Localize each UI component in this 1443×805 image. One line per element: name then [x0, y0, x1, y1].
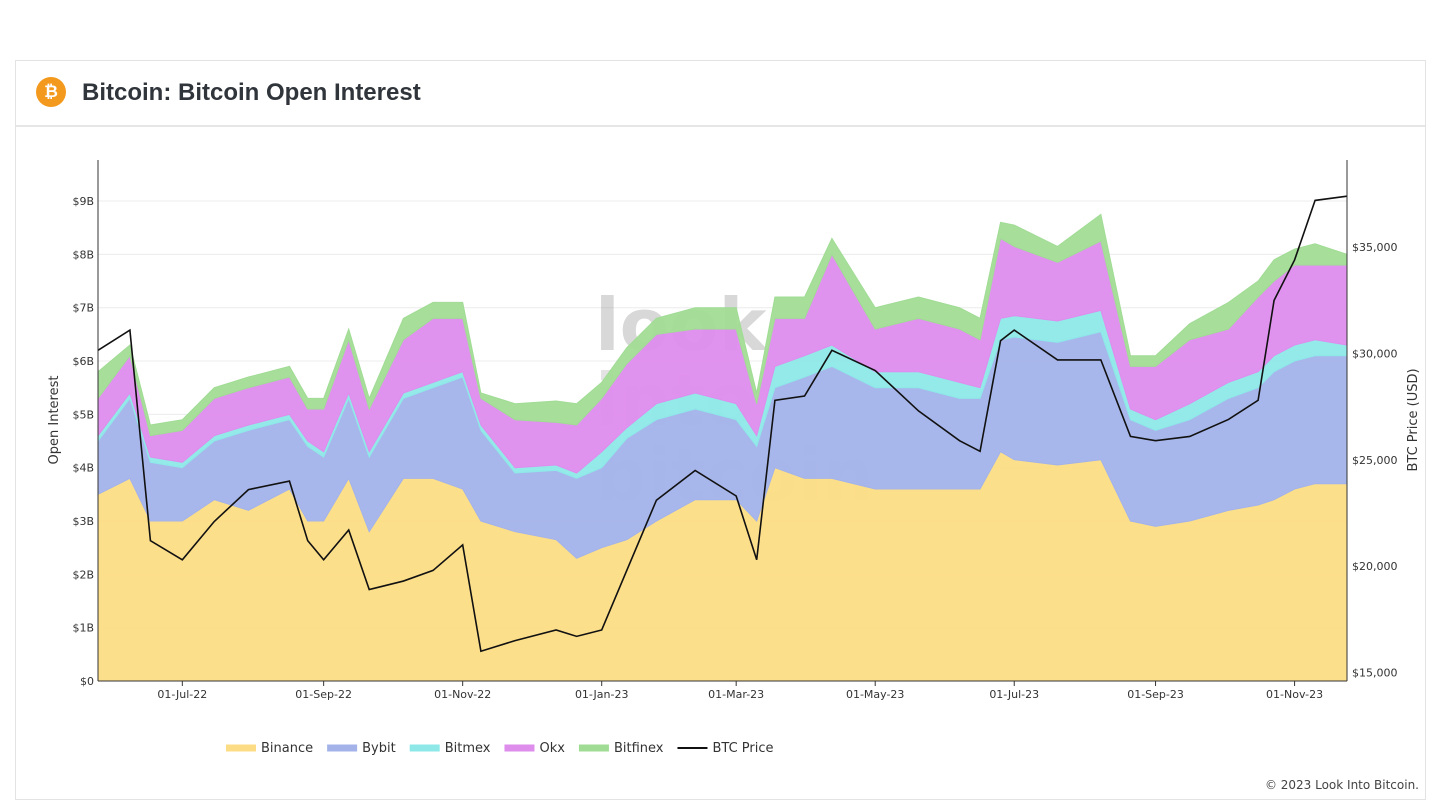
- x-tick-label: 01-Mar-23: [708, 688, 764, 701]
- copyright: © 2023 Look Into Bitcoin.: [1264, 778, 1419, 792]
- y2-tick-label: $15,000: [1352, 666, 1398, 679]
- legend-swatch: [504, 744, 535, 752]
- y-tick-label: $4B: [72, 462, 94, 475]
- y2-tick-label: $25,000: [1352, 454, 1398, 467]
- legend-item[interactable]: Bitmex: [409, 741, 491, 756]
- legend: Binance Bybit Bitmex Okx Bitfinex BTC Price: [226, 741, 774, 756]
- bitcoin-icon: ₿: [36, 77, 66, 107]
- legend-swatch: [578, 744, 609, 752]
- y-tick-label: $5B: [72, 408, 94, 421]
- x-tick-label: 01-Sep-22: [295, 688, 352, 701]
- y-tick-label: $3B: [72, 515, 94, 528]
- chart-header: ₿ Bitcoin: Bitcoin Open Interest: [16, 61, 1425, 127]
- y-tick-label: $9B: [72, 195, 94, 208]
- btc-price-line: [97, 195, 1348, 653]
- legend-swatch: [226, 744, 256, 752]
- y-tick-label: $2B: [72, 568, 94, 581]
- page-title: Bitcoin: Bitcoin Open Interest: [82, 79, 421, 106]
- y-tick-label: $6B: [72, 355, 94, 368]
- y-tick-label: $0: [80, 675, 94, 688]
- y2-tick-label: $20,000: [1352, 560, 1398, 573]
- x-tick-label: 01-Jul-23: [989, 688, 1039, 701]
- stacked-areas: [97, 213, 1348, 682]
- y2-axis-label: BTC Price (USD): [1406, 368, 1421, 471]
- legend-item[interactable]: Binance: [226, 741, 313, 756]
- x-tick-label: 01-Nov-22: [434, 688, 491, 701]
- x-tick-label: 01-Jan-23: [575, 688, 629, 701]
- legend-label: Binance: [261, 741, 313, 756]
- axes: $0 $1B $2B $3B $4B $5B $6B $7B $8B $9B $15,000 $20,…: [72, 160, 1398, 701]
- legend-item[interactable]: Bitfinex: [578, 741, 664, 756]
- legend-label: Okx: [539, 741, 565, 756]
- y-axis-label: Open Interest: [47, 376, 62, 465]
- legend-swatch: [677, 747, 708, 749]
- legend-swatch: [327, 744, 358, 752]
- x-tick-label: 01-May-23: [846, 688, 904, 701]
- y-tick-label: $1B: [72, 622, 94, 635]
- legend-item[interactable]: BTC Price: [677, 741, 774, 756]
- y2-tick-label: $35,000: [1352, 241, 1398, 254]
- x-tick-label: 01-Jul-22: [157, 688, 207, 701]
- legend-label: Bybit: [362, 741, 396, 756]
- x-tick-label: 01-Sep-23: [1127, 688, 1184, 701]
- y-tick-label: $7B: [72, 302, 94, 315]
- x-tick-label: 01-Nov-23: [1266, 688, 1323, 701]
- legend-swatch: [409, 744, 440, 752]
- legend-item[interactable]: Okx: [504, 741, 565, 756]
- legend-label: Bitfinex: [614, 741, 664, 756]
- btc-price-path[interactable]: [97, 195, 1348, 653]
- y-tick-label: $8B: [72, 248, 94, 261]
- chart-card: ₿ Bitcoin: Bitcoin Open Interest: [15, 60, 1426, 800]
- y2-tick-label: $30,000: [1352, 348, 1398, 361]
- legend-label: Bitmex: [445, 741, 491, 756]
- legend-label: BTC Price: [712, 741, 773, 756]
- legend-item[interactable]: Bybit: [327, 741, 396, 756]
